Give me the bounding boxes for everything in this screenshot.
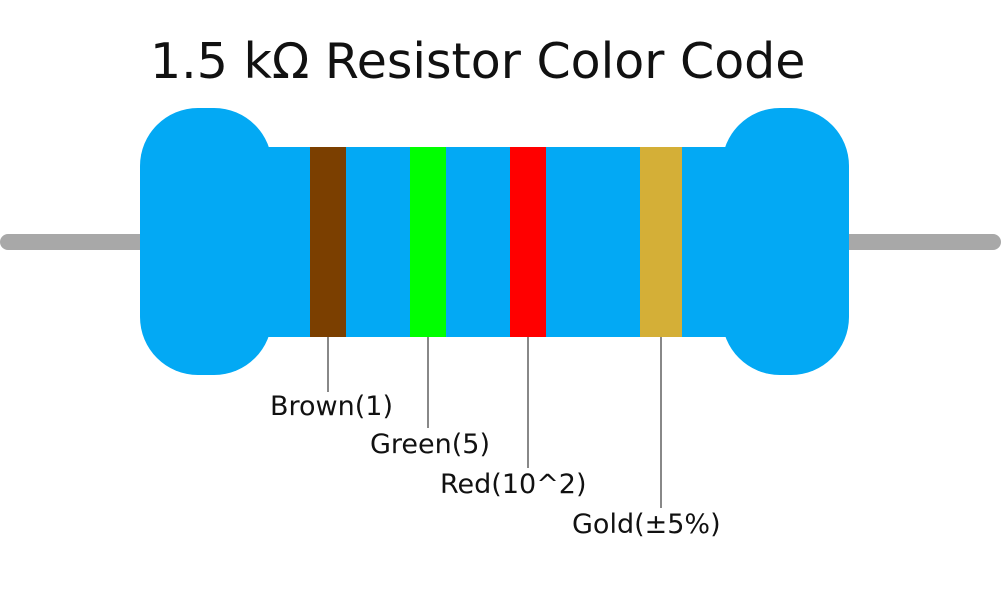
resistor-body xyxy=(140,108,849,375)
band-label-brown: Brown(1) xyxy=(270,391,393,422)
band-gold xyxy=(640,147,682,337)
band-green xyxy=(410,147,446,337)
resistor-middle xyxy=(200,147,790,337)
band-brown xyxy=(310,147,346,337)
page-title: 1.5 kΩ Resistor Color Code xyxy=(150,33,806,90)
band-red xyxy=(510,147,546,337)
band-label-red: Red(10^2) xyxy=(440,469,587,500)
band-label-gold: Gold(±5%) xyxy=(572,509,721,540)
band-label-green: Green(5) xyxy=(370,429,491,460)
